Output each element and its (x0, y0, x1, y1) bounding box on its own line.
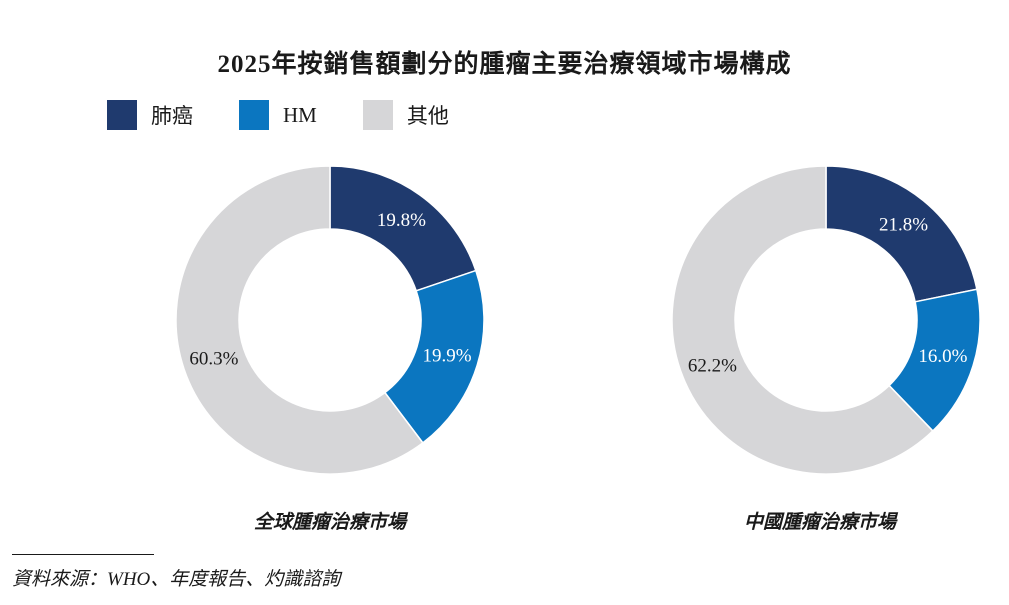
legend-swatch-other (362, 100, 393, 130)
chart-title: 2025年按銷售額劃分的腫瘤主要治療領域市場構成 (217, 51, 792, 78)
legend-item-hm: HM (239, 100, 317, 130)
donut-slice-other (671, 165, 934, 475)
data-label-hm: 16.0% (918, 346, 967, 367)
data-label-other: 60.3% (189, 348, 238, 369)
data-label-other: 62.2% (688, 355, 737, 376)
caption-china-market: 中國腫瘤治療市場 (743, 512, 896, 533)
data-label-lung-cancer: 21.8% (879, 215, 928, 236)
donut-chart-china: 21.8% 16.0% 62.2% (671, 165, 981, 475)
source-divider (12, 554, 154, 555)
legend-label-other: 其他 (406, 104, 449, 128)
legend: 肺癌 HM 其他 (107, 100, 495, 130)
legend-label-hm: HM (283, 102, 317, 127)
donut-chart-global: 19.8% 19.9% 60.3% (175, 165, 485, 475)
donut-slice-lung-cancer (825, 165, 978, 303)
donut-slice-other (175, 165, 424, 475)
source-note: 資料來源：WHO、年度報告、灼識諮詢 (12, 569, 341, 590)
legend-item-lung-cancer: 肺癌 (107, 100, 193, 130)
legend-label-lung-cancer: 肺癌 (151, 104, 193, 128)
legend-swatch-hm (239, 100, 269, 130)
legend-swatch-lung-cancer (107, 100, 137, 130)
data-label-hm: 19.9% (423, 346, 472, 367)
caption-global-market: 全球腫瘤治療市場 (253, 512, 406, 533)
legend-item-other: 其他 (362, 100, 449, 130)
data-label-lung-cancer: 19.8% (377, 210, 426, 231)
